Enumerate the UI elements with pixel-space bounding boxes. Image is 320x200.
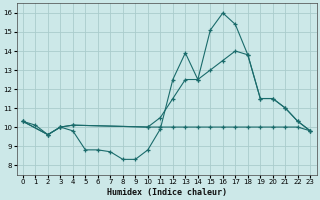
X-axis label: Humidex (Indice chaleur): Humidex (Indice chaleur) — [107, 188, 227, 197]
